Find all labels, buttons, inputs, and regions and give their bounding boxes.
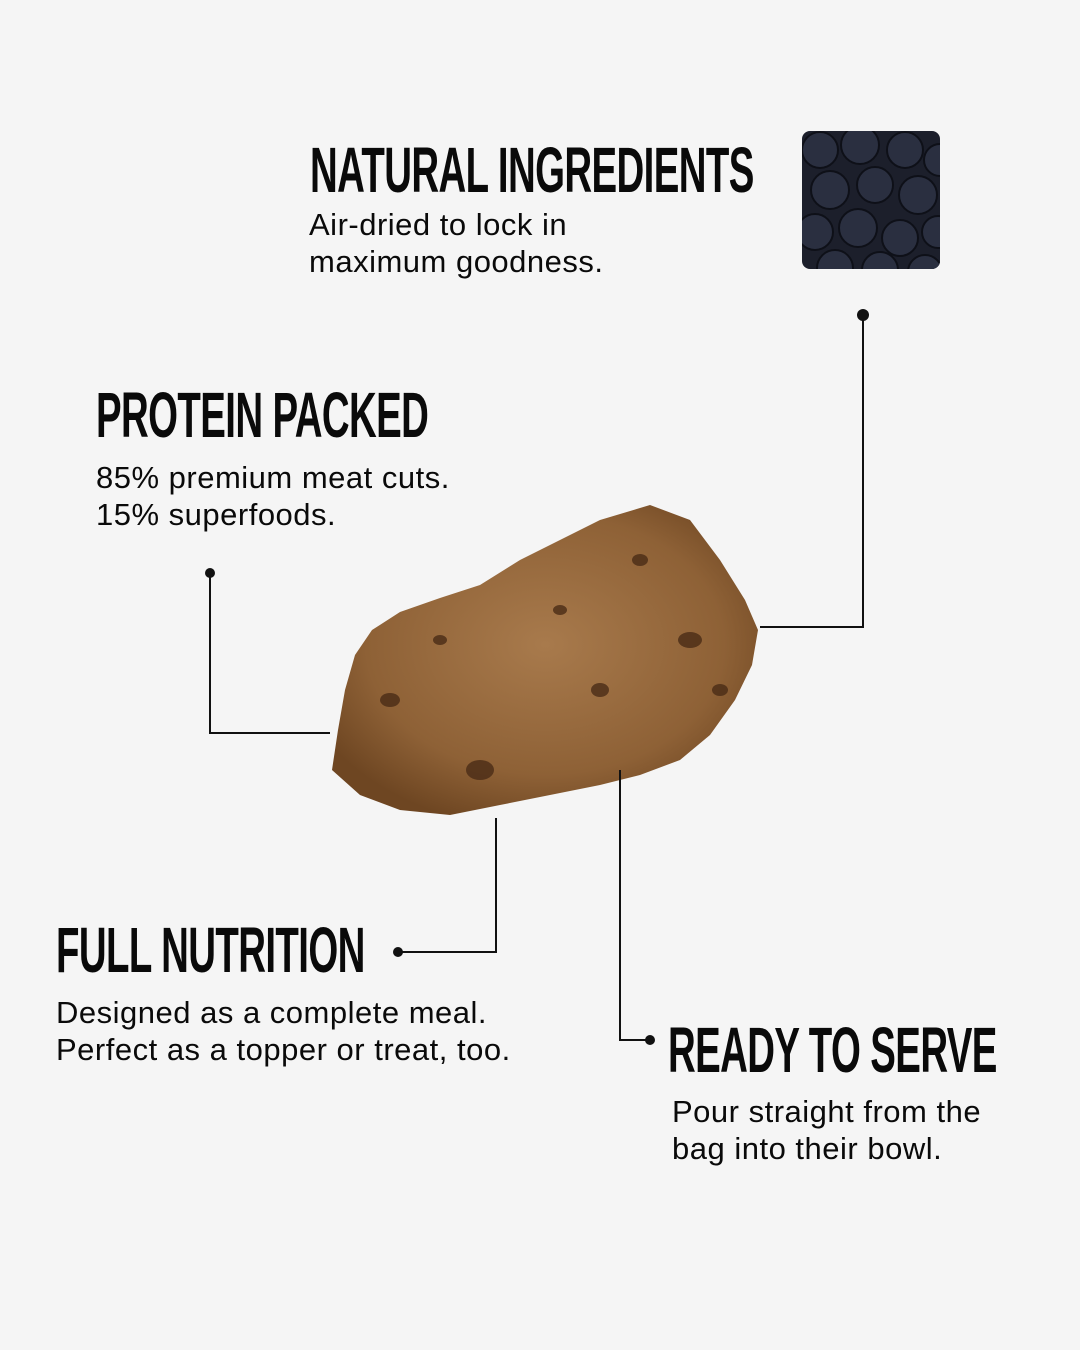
feature-title-protein: PROTEIN PACKED (96, 379, 429, 451)
text-line: Perfect as a topper or treat, too. (56, 1032, 511, 1067)
text-line: bag into their bowl. (672, 1131, 943, 1166)
callout-dot (393, 947, 403, 957)
callout-dot (857, 309, 869, 321)
product-nugget-image (332, 505, 758, 815)
feature-text-nutrition: Designed as a complete meal. Perfect as … (56, 994, 511, 1068)
feature-title-ready: READY TO SERVE (668, 1014, 997, 1086)
feature-title-nutrition: FULL NUTRITION (56, 914, 365, 986)
feature-title-natural: NATURAL INGREDIENTS (310, 134, 754, 206)
callout-dot (205, 568, 215, 578)
text-line: Air-dried to lock in (309, 207, 568, 242)
callout-dot (645, 1035, 655, 1045)
feature-text-protein: 85% premium meat cuts. 15% superfoods. (96, 459, 450, 533)
text-line: 15% superfoods. (96, 497, 337, 532)
text-line: Pour straight from the (672, 1094, 982, 1129)
feature-text-ready: Pour straight from the bag into their bo… (672, 1093, 981, 1167)
text-line: Designed as a complete meal. (56, 995, 488, 1030)
text-line: 85% premium meat cuts. (96, 460, 450, 495)
feature-text-natural: Air-dried to lock in maximum goodness. (309, 206, 604, 280)
blueberries-image (802, 131, 940, 269)
text-line: maximum goodness. (309, 244, 604, 279)
